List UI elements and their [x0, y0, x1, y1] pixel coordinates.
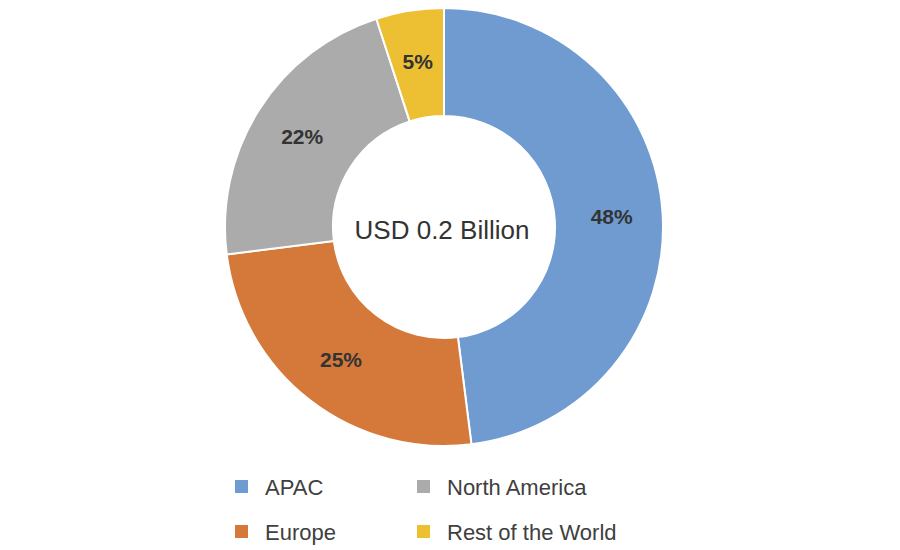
legend-label: Rest of the World [447, 520, 617, 545]
legend-swatch [235, 480, 248, 493]
slice [227, 241, 472, 446]
data-labels: 48% 25% 22% 5% [281, 50, 633, 372]
data-label: 5% [403, 50, 434, 73]
center-label: USD 0.2 Billion [355, 215, 530, 245]
data-label: 22% [281, 125, 323, 148]
slice [376, 8, 444, 121]
data-label: 48% [591, 205, 633, 228]
legend: APAC Europe North America Rest of the World [235, 475, 617, 545]
legend-label: APAC [265, 475, 323, 500]
legend-label: Europe [265, 520, 336, 545]
legend-swatch [417, 525, 430, 538]
chart: 48% 25% 22% 5% USD 0.2 Billion APAC Europe Nort… [0, 0, 900, 550]
slices [225, 8, 663, 446]
data-label: 25% [320, 348, 362, 371]
legend-swatch [417, 480, 430, 493]
legend-label: North America [447, 475, 587, 500]
legend-swatch [235, 525, 248, 538]
